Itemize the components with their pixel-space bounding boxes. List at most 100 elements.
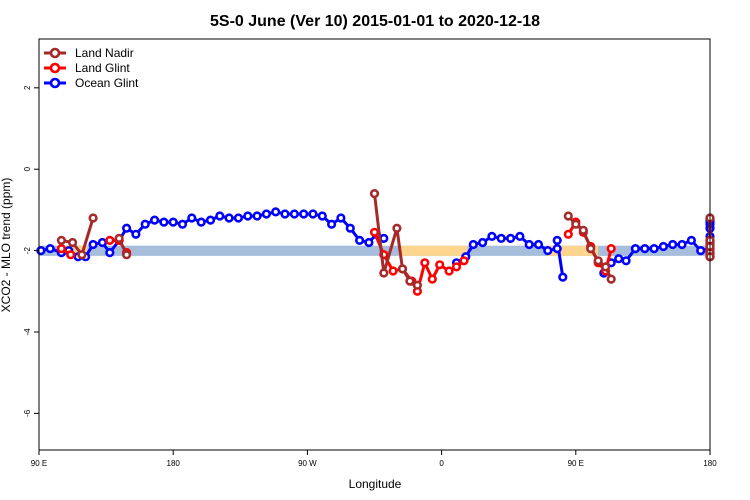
ocean-glint-point <box>45 244 55 254</box>
land-glint-point <box>105 235 115 245</box>
ocean-glint-point <box>668 239 678 250</box>
land-glint-point <box>435 260 445 270</box>
x-tick-label: 90 W <box>298 459 317 468</box>
ocean-glint-point <box>345 223 355 233</box>
land-nadir-point <box>88 213 98 223</box>
ocean-glint-point <box>121 223 132 233</box>
land-band-3 <box>547 245 599 256</box>
x-tick-label: 180 <box>703 459 717 468</box>
land-glint-point <box>606 244 616 254</box>
land-nadir-point <box>593 256 603 266</box>
ocean-glint-point <box>468 239 478 250</box>
ocean-glint-point <box>299 209 309 219</box>
land-glint-point <box>369 227 380 237</box>
ocean-glint-point <box>506 233 516 243</box>
ocean-glint-point <box>271 207 281 217</box>
land-band-2 <box>398 245 468 256</box>
ocean-band <box>39 245 710 256</box>
ocean-glint-point <box>621 256 631 266</box>
ocean-glint-point <box>243 211 253 221</box>
ocean-glint-point <box>487 231 497 241</box>
ocean-glint-point <box>543 246 553 256</box>
ocean-glint-point <box>336 213 346 223</box>
land-nadir-point <box>77 250 87 260</box>
land-nadir-line <box>61 217 95 258</box>
legend-entry-ocean-glint: Ocean Glint <box>44 76 139 90</box>
y-tick-label: -4 <box>23 328 32 336</box>
ocean-glint-point <box>364 237 374 248</box>
legend-label: Ocean Glint <box>75 76 139 90</box>
x-tick-label: 90 E <box>568 459 584 468</box>
land-nadir-point <box>606 274 616 284</box>
legend-label: Land Glint <box>75 61 130 75</box>
x-tick-label: 90 E <box>31 459 47 468</box>
ocean-glint-point <box>97 237 107 248</box>
land-band-1 <box>65 245 88 256</box>
ocean-glint-point <box>308 209 318 219</box>
legend-swatch-point <box>49 62 61 74</box>
land-glint-point <box>420 258 430 268</box>
legend-entry-land-glint: Land Glint <box>44 61 130 75</box>
ocean-glint-point <box>317 211 327 221</box>
ocean-glint-point <box>289 209 300 219</box>
land-nadir-point <box>392 223 402 233</box>
ocean-glint-point <box>478 237 488 248</box>
legend-label: Land Nadir <box>75 46 134 60</box>
land-nadir-point <box>114 233 124 243</box>
land-nadir-point <box>412 280 423 290</box>
land-glint-point <box>66 250 76 260</box>
x-tick-label: 0 <box>439 459 444 468</box>
ocean-glint-point <box>233 213 243 223</box>
x-tick-label: 180 <box>167 459 181 468</box>
ocean-glint-point <box>696 246 706 256</box>
land-nadir-point <box>67 237 78 248</box>
ocean-glint-point <box>649 244 659 254</box>
y-tick-label: 2 <box>23 85 32 90</box>
ocean-glint-point <box>177 219 188 229</box>
land-glint-point <box>56 244 67 254</box>
x-axis: 90 E 180 90 W 0 90 E 180 <box>31 450 717 468</box>
ocean-glint-point <box>327 219 337 229</box>
ocean-glint-point <box>215 211 225 221</box>
y-tick-label: -2 <box>23 247 32 255</box>
land-nadir-point <box>600 262 611 272</box>
land-nadir-point <box>397 264 408 274</box>
ocean-glint-point <box>150 215 160 225</box>
legend-swatch-point <box>49 47 61 59</box>
land-glint-point <box>444 266 454 276</box>
ocean-glint-point <box>196 217 206 227</box>
ocean-glint-point <box>533 239 544 250</box>
ocean-glint-point <box>88 239 98 250</box>
y-tick-label: -6 <box>23 409 32 417</box>
land-glint-point <box>563 229 573 239</box>
ocean-glint-point <box>515 231 525 241</box>
ocean-glint-point <box>640 244 650 254</box>
ocean-glint-point <box>140 219 150 229</box>
land-nadir-point <box>121 250 132 260</box>
ocean-glint-point <box>658 241 669 252</box>
ocean-glint-point <box>496 233 506 243</box>
land-nadir-point <box>405 276 415 286</box>
land-nadir-point <box>369 189 380 199</box>
x-axis-label: Longitude <box>349 477 402 491</box>
legend-swatch-point <box>49 77 61 89</box>
y-axis-label: XCO2 - MLO trend (ppm) <box>0 178 13 313</box>
ocean-glint-point <box>355 235 365 245</box>
ocean-glint-point <box>168 217 178 227</box>
ocean-glint-point <box>131 229 141 239</box>
y-axis: 2 0 -2 -4 -6 <box>23 85 39 417</box>
ocean-glint-point <box>252 211 262 221</box>
y-tick-label: 0 <box>23 166 32 171</box>
ocean-glint-point <box>205 215 216 225</box>
plot-frame <box>38 38 711 451</box>
land-glint-point <box>459 256 469 266</box>
land-nadir-point <box>379 268 389 278</box>
ocean-glint-point <box>524 239 534 250</box>
ocean-glint-point <box>552 244 562 254</box>
land-nadir-point <box>578 225 588 235</box>
series-layer <box>36 189 715 296</box>
land-nadir-point <box>56 235 67 245</box>
ocean-glint-point <box>558 272 568 282</box>
